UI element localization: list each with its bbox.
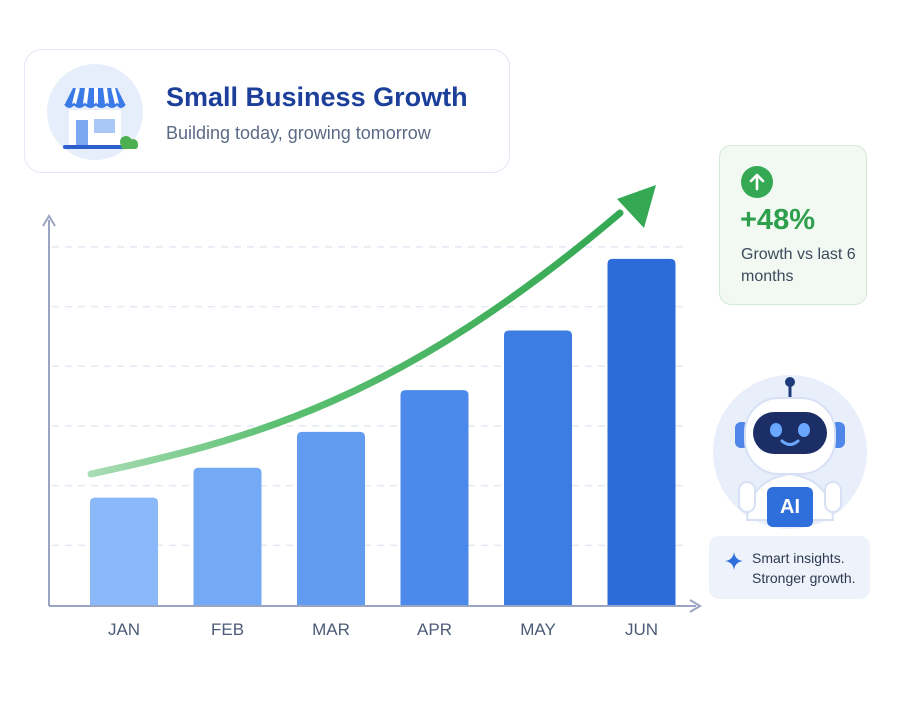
page-title: Small Business Growth	[166, 82, 468, 112]
x-tick-label: APR	[417, 620, 452, 639]
bar-jan	[90, 497, 158, 605]
growth-value: +48%	[740, 204, 815, 236]
header-card: Small Business Growth Building today, gr…	[24, 49, 510, 173]
bar-jun	[607, 258, 676, 605]
insight-message: Smart insights. Stronger growth.	[752, 550, 856, 586]
x-tick-label: JAN	[108, 620, 140, 639]
x-tick-label: FEB	[211, 620, 244, 639]
sparkle-icon	[725, 552, 743, 570]
insight-card: Smart insights. Stronger growth.	[709, 536, 870, 599]
x-tick-label: MAY	[520, 620, 556, 639]
x-tick-label: MAR	[312, 620, 350, 639]
x-axis-arrow	[689, 599, 702, 613]
y-axis-arrow	[42, 214, 56, 227]
bar-apr	[400, 390, 469, 605]
ai-badge: AI	[767, 487, 813, 527]
bar-feb	[193, 467, 262, 605]
x-tick-label: JUN	[625, 620, 658, 639]
growth-label: Growth vs last 6 months	[741, 246, 856, 285]
page-subtitle: Building today, growing tomorrow	[166, 123, 431, 143]
storefront-icon	[47, 64, 143, 160]
growth-card: +48% Growth vs last 6 months	[719, 145, 867, 305]
bar-may	[504, 330, 572, 605]
trend-arrow	[87, 185, 656, 478]
bar-mar	[297, 431, 365, 605]
arrow-up-circle-icon	[741, 166, 773, 198]
